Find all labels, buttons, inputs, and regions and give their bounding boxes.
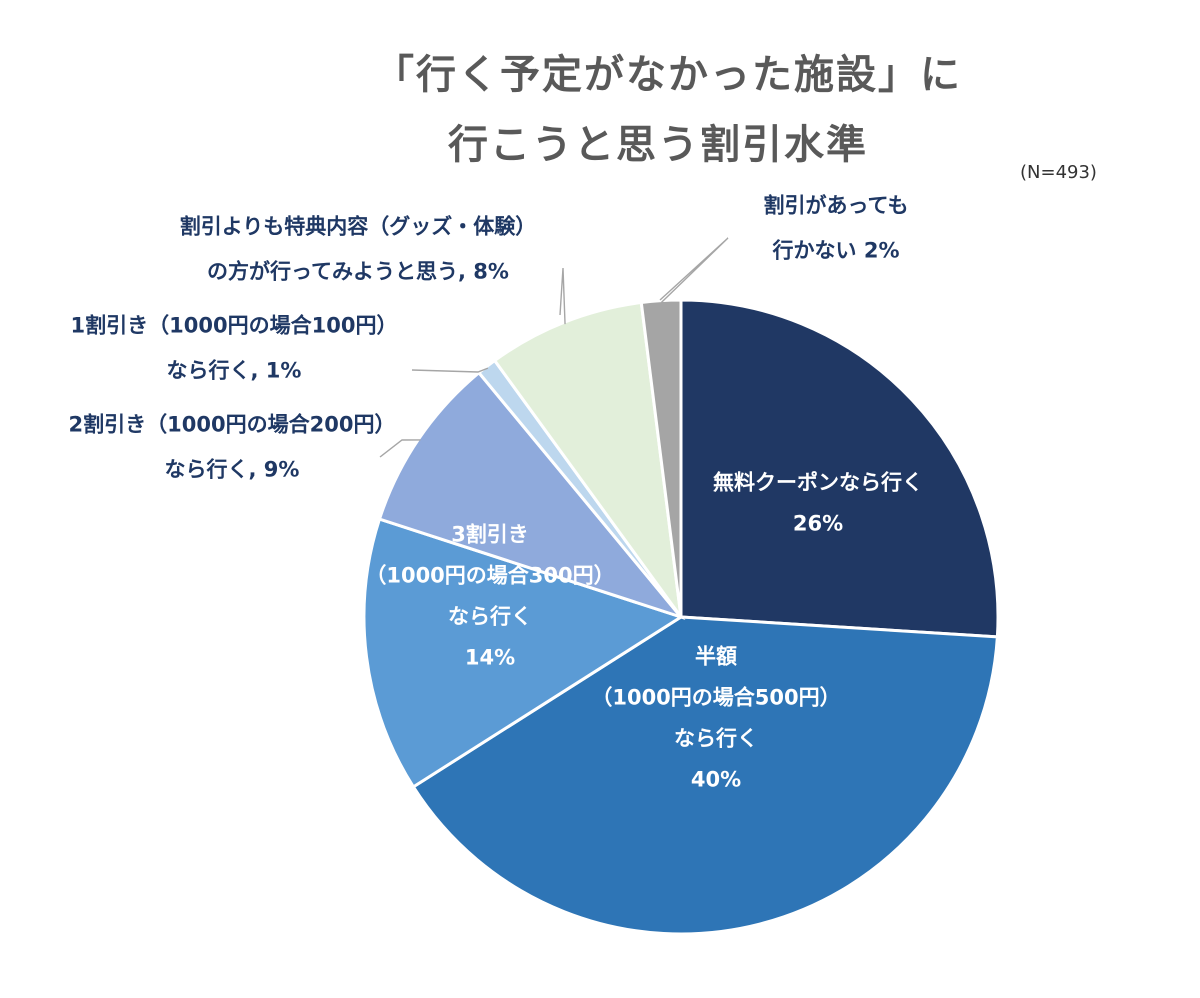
slice-labels: 無料クーポンなら行く 26% 半額 （1000円の場合500円） なら行く 40% 3割引き… <box>69 194 923 792</box>
slice-7-label-line-1: 割引があっても <box>764 194 909 218</box>
chart-title-line-2: 行こうと思う割引水準 <box>448 122 868 168</box>
slice-4-label-line-1: 2割引き（1000円の場合200円） <box>69 413 396 437</box>
leader-line-7 <box>659 237 729 304</box>
slice-2-label-line-1: 半額 <box>695 645 737 669</box>
slice-2-label-line-2: （1000円の場合500円） <box>591 686 840 710</box>
pie-slice-3 <box>362 517 685 789</box>
pie-slice-4 <box>377 370 686 621</box>
leader-line-5 <box>411 367 489 373</box>
slice-6-label-line-2: の方が行ってみようと思う, 8% <box>207 260 509 284</box>
slice-1-label-line-1: 無料クーポンなら行く <box>713 471 923 495</box>
pie-slice-7 <box>639 298 683 618</box>
slice-3-label-line-4: 14% <box>465 646 515 670</box>
pie-slice-2 <box>411 615 999 936</box>
leader-lines <box>379 237 729 458</box>
slice-2-label-line-3: なら行く <box>674 727 758 751</box>
slice-3-label-line-1: 3割引き <box>451 523 529 547</box>
pie-slices <box>362 298 1000 936</box>
chart-title-line-1: 「行く予定がなかった施設」に <box>374 52 962 98</box>
slice-3-label-line-2: （1000円の場合300円） <box>365 564 614 588</box>
pie-slice-1 <box>679 298 1000 639</box>
leader-line-6 <box>559 267 566 325</box>
sample-size-note: (N=493) <box>1020 162 1097 183</box>
slice-5-label-line-2: なら行く, 1% <box>167 359 302 383</box>
leader-line-4 <box>379 439 421 458</box>
slice-3-label-line-3: なら行く <box>448 605 532 629</box>
slice-2-label-line-4: 40% <box>691 768 741 792</box>
slice-4-label-line-2: なら行く, 9% <box>165 458 300 482</box>
slice-1-label-line-2: 26% <box>793 512 843 536</box>
slice-5-label-line-1: 1割引き（1000円の場合100円） <box>71 314 398 338</box>
slice-7-label-line-2: 行かない 2% <box>772 239 900 263</box>
slice-6-label-line-1: 割引よりも特典内容（グッズ・体験） <box>180 215 537 239</box>
